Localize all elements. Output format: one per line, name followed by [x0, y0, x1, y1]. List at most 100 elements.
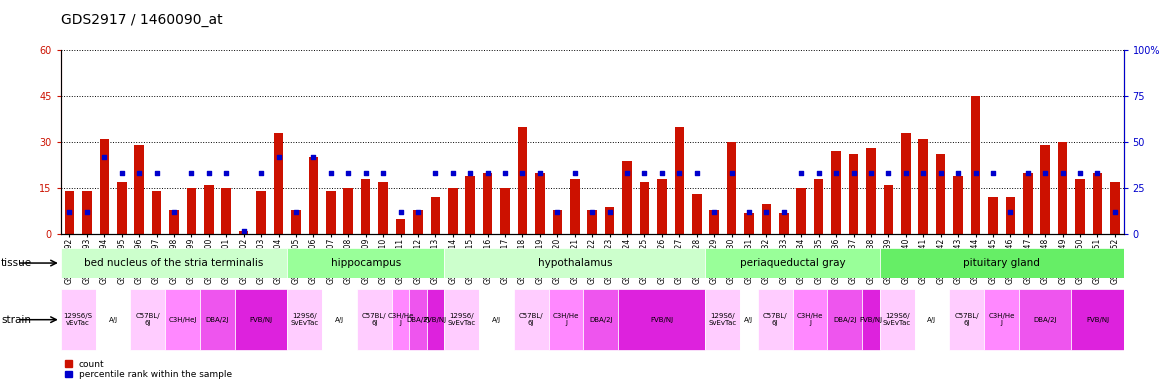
Bar: [134, 145, 144, 234]
Point: [374, 170, 392, 177]
Bar: [552, 210, 562, 234]
Bar: [953, 176, 962, 234]
Bar: [378, 182, 388, 234]
Bar: [691, 194, 702, 234]
Bar: [1071, 290, 1124, 350]
Text: C57BL/
6J: C57BL/ 6J: [519, 313, 543, 326]
Bar: [308, 157, 318, 234]
Bar: [570, 179, 579, 234]
Bar: [950, 290, 985, 350]
Bar: [326, 191, 335, 234]
Bar: [1093, 173, 1103, 234]
Bar: [449, 188, 458, 234]
Text: C3H/HeJ: C3H/HeJ: [168, 317, 197, 323]
Bar: [1110, 182, 1120, 234]
Text: C3H/He
J: C3H/He J: [388, 313, 413, 326]
Text: pituitary gland: pituitary gland: [964, 258, 1040, 268]
Point: [1018, 170, 1037, 177]
Bar: [61, 248, 287, 278]
Point: [670, 170, 689, 177]
Text: C57BL/
6J: C57BL/ 6J: [763, 313, 787, 326]
Bar: [744, 213, 753, 234]
Point: [792, 170, 811, 177]
Point: [130, 170, 148, 177]
Text: 129S6/S
vEvTac: 129S6/S vEvTac: [64, 313, 92, 326]
Text: hypothalamus: hypothalamus: [537, 258, 612, 268]
Point: [200, 170, 218, 177]
Point: [182, 170, 201, 177]
Bar: [482, 173, 493, 234]
Bar: [849, 154, 858, 234]
Text: FVB/NJ: FVB/NJ: [250, 317, 272, 323]
Point: [269, 154, 287, 160]
Point: [1036, 170, 1055, 177]
Point: [478, 170, 496, 177]
Bar: [82, 191, 91, 234]
Legend: count, percentile rank within the sample: count, percentile rank within the sample: [65, 360, 232, 379]
Bar: [588, 210, 597, 234]
Bar: [222, 188, 231, 234]
Point: [966, 170, 985, 177]
Bar: [391, 290, 409, 350]
Bar: [705, 290, 741, 350]
Bar: [1018, 290, 1071, 350]
Text: DBA/2J: DBA/2J: [1034, 317, 1057, 323]
Bar: [96, 290, 131, 350]
Text: hippocampus: hippocampus: [331, 258, 401, 268]
Bar: [605, 207, 614, 234]
Bar: [832, 151, 841, 234]
Point: [913, 170, 932, 177]
Text: 129S6/
SvEvTac: 129S6/ SvEvTac: [447, 313, 475, 326]
Text: FVB/NJ: FVB/NJ: [651, 317, 674, 323]
Bar: [867, 148, 876, 234]
Bar: [117, 182, 126, 234]
Point: [688, 170, 707, 177]
Point: [635, 170, 654, 177]
Bar: [291, 210, 300, 234]
Point: [583, 209, 602, 215]
Text: A/J: A/J: [927, 317, 937, 323]
Bar: [1006, 197, 1015, 234]
Bar: [762, 204, 771, 234]
Bar: [1041, 145, 1050, 234]
Point: [1001, 209, 1020, 215]
Bar: [479, 290, 514, 350]
Bar: [709, 210, 719, 234]
Text: DBA/2J: DBA/2J: [406, 317, 430, 323]
Text: A/J: A/J: [109, 317, 118, 323]
Bar: [426, 290, 444, 350]
Bar: [618, 290, 705, 350]
Bar: [741, 290, 758, 350]
Point: [530, 170, 549, 177]
Point: [165, 209, 183, 215]
Point: [1089, 170, 1107, 177]
Bar: [514, 290, 549, 350]
Text: FVB/NJ: FVB/NJ: [860, 317, 883, 323]
Point: [809, 170, 828, 177]
Point: [461, 170, 480, 177]
Point: [495, 170, 514, 177]
Bar: [779, 213, 788, 234]
Bar: [500, 188, 510, 234]
Text: C57BL/
6J: C57BL/ 6J: [954, 313, 979, 326]
Point: [286, 209, 305, 215]
Point: [548, 209, 566, 215]
Point: [95, 154, 113, 160]
Point: [565, 170, 584, 177]
Bar: [584, 290, 618, 350]
Point: [983, 170, 1002, 177]
Bar: [988, 197, 997, 234]
Point: [704, 209, 723, 215]
Text: FVB/NJ: FVB/NJ: [1086, 317, 1110, 323]
Bar: [204, 185, 214, 234]
Text: 129S6/
SvEvTac: 129S6/ SvEvTac: [709, 313, 737, 326]
Bar: [409, 290, 426, 350]
Bar: [814, 179, 823, 234]
Point: [1054, 170, 1072, 177]
Point: [722, 170, 741, 177]
Bar: [827, 290, 862, 350]
Bar: [444, 248, 705, 278]
Bar: [535, 173, 544, 234]
Point: [252, 170, 271, 177]
Text: 129S6/
SvEvTac: 129S6/ SvEvTac: [291, 313, 319, 326]
